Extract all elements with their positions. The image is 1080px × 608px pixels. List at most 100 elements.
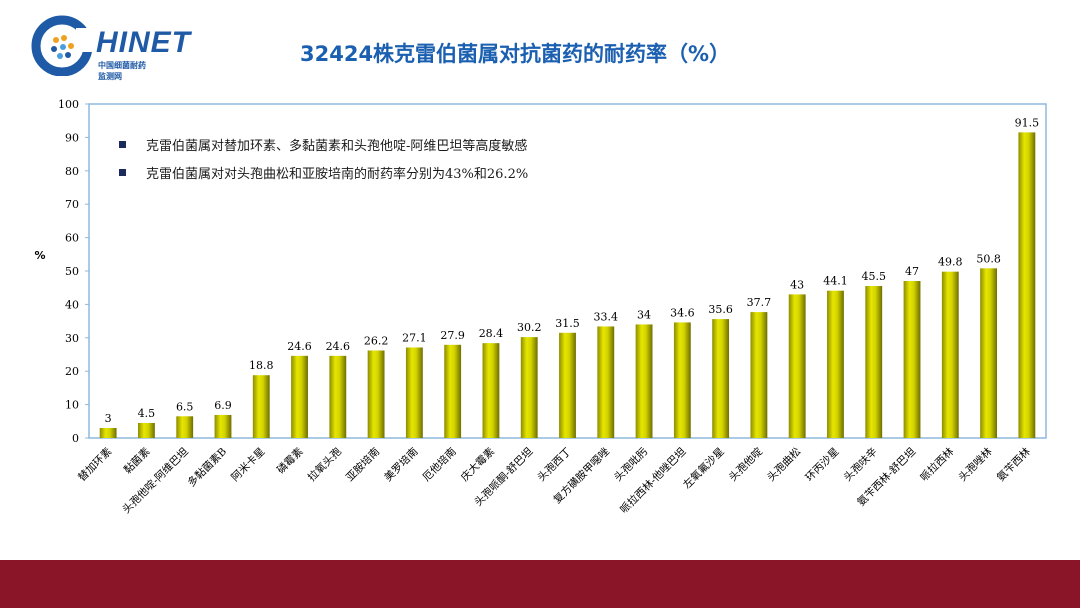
x-tick-label: 多黏菌素B: [185, 445, 230, 490]
y-tick-label: 0: [72, 432, 79, 445]
x-tick-label: 黏菌素: [121, 445, 152, 476]
bar-value-label: 24.6: [287, 340, 312, 353]
bar-value-label: 47: [905, 265, 919, 278]
bar: [865, 286, 883, 438]
bar-value-label: 31.5: [555, 317, 580, 330]
x-tick-label: 拉氧头孢: [305, 445, 344, 484]
x-tick-label: 磷霉素: [274, 445, 305, 476]
x-tick-label: 左氧氟沙星: [680, 445, 726, 491]
bar: [712, 319, 730, 438]
bar: [750, 312, 768, 438]
x-tick-label: 厄他培南: [420, 445, 459, 484]
y-tick-label: 30: [65, 332, 79, 345]
bar-value-label: 6.9: [214, 399, 232, 412]
bar: [444, 344, 462, 438]
x-tick-label: 头孢他啶: [726, 445, 765, 484]
bar-value-label: 50.8: [976, 252, 1001, 265]
bar-value-label: 28.4: [479, 327, 504, 340]
bar: [291, 355, 308, 438]
bar: [673, 322, 691, 438]
logo-subtitle: 中国细菌耐药: [98, 61, 146, 70]
y-tick-label: 40: [65, 298, 79, 311]
page-title: 32424株克雷伯菌属对抗菌药的耐药率（%）: [300, 42, 731, 66]
x-tick-label: 美罗培南: [382, 445, 421, 484]
bar-value-label: 4.5: [138, 407, 156, 420]
x-tick-label: 环丙沙星: [803, 446, 841, 484]
bar-value-label: 26.2: [364, 334, 389, 347]
bar-chart: 0 10 20 30 40 50 60 70 80 90 100 % 克雷伯菌属对替加环素、多黏菌素…: [34, 98, 1047, 516]
bar: [367, 350, 385, 438]
chinet-logo: HINET 中国细菌耐药 监测网: [30, 14, 191, 81]
bar: [329, 355, 347, 438]
note-bullet-2: [119, 169, 126, 176]
notes-box: 克雷伯菌属对替加环素、多黏菌素和头孢他啶-阿维巴坦等高度敏感 克雷伯菌属对对头孢…: [119, 138, 528, 182]
x-tick-label: 头孢曲松: [764, 445, 803, 484]
bar-value-label: 91.5: [1015, 116, 1040, 129]
bar-value-label: 6.5: [176, 400, 194, 413]
x-tick-label: 头孢他啶-阿维巴坦: [120, 445, 191, 516]
y-tick-label: 80: [65, 165, 79, 178]
x-tick-label: 头孢唑林: [956, 445, 995, 484]
bar: [405, 347, 423, 438]
bar-value-label: 30.2: [517, 321, 542, 334]
bar: [635, 324, 653, 438]
bar-value-label: 44.1: [823, 275, 848, 288]
bar: [980, 268, 998, 438]
bar-value-label: 24.6: [326, 340, 351, 353]
bar: [482, 343, 500, 438]
y-tick-label: 20: [65, 365, 79, 378]
bars: [99, 132, 1036, 438]
bar: [597, 326, 615, 438]
bar: [903, 281, 921, 438]
x-tick-label: 哌拉西林-他唑巴坦: [617, 445, 688, 516]
bar-value-label: 34: [637, 308, 651, 321]
bar: [252, 375, 270, 438]
logo-text: HINET: [96, 26, 191, 59]
bar: [99, 427, 117, 438]
bar-value-label: 27.9: [440, 329, 465, 342]
bar: [137, 422, 155, 438]
y-tick-label: 70: [65, 198, 79, 211]
bar: [520, 337, 538, 438]
logo-subtitle-2: 监测网: [98, 72, 122, 81]
bar: [559, 332, 576, 438]
bar: [214, 414, 232, 438]
note-bullet-1: [119, 141, 126, 148]
x-tick-label: 头孢吡肟: [612, 445, 651, 484]
y-tick-label: 100: [58, 98, 79, 111]
y-tick-label: 60: [65, 232, 79, 245]
bar: [941, 271, 959, 438]
y-axis: 0 10 20 30 40 50 60 70 80 90 100: [58, 98, 89, 445]
y-tick-label: 50: [65, 265, 79, 278]
x-tick-label: 哌拉西林: [918, 445, 957, 484]
x-tick-label: 头孢呋辛: [841, 445, 880, 484]
x-tick-label: 阿米卡星: [228, 445, 267, 484]
bar-value-label: 33.4: [594, 310, 619, 323]
bar-value-label: 3: [105, 412, 112, 425]
logo-globe-icon: [31, 15, 100, 76]
x-tick-label: 亚胺培南: [343, 445, 382, 484]
bar: [1018, 132, 1036, 438]
x-tick-label: 替加环素: [75, 445, 114, 484]
y-axis-label: %: [34, 249, 45, 262]
x-tick-label: 头孢西丁: [535, 446, 573, 484]
bar: [827, 290, 844, 438]
value-labels: 3 4.5 6.5 6.9 18.8 24.6 24.6 26.2 27.1 27.9 28.4 30…: [105, 116, 1039, 425]
y-tick-label: 10: [65, 399, 79, 412]
bar-value-label: 18.8: [249, 359, 274, 372]
footer-band: [0, 560, 1080, 608]
bar-value-label: 45.5: [861, 270, 886, 283]
bar-value-label: 27.1: [402, 331, 427, 344]
bar-value-label: 37.7: [747, 296, 772, 309]
bar: [176, 416, 194, 438]
x-tick-label: 庆大霉素: [458, 445, 497, 484]
bar-value-label: 34.6: [670, 306, 695, 319]
bar-value-label: 49.8: [938, 256, 963, 269]
note-1: 克雷伯菌属对替加环素、多黏菌素和头孢他啶-阿维巴坦等高度敏感: [146, 138, 527, 154]
bar-value-label: 43: [790, 278, 804, 291]
bar-value-label: 35.6: [708, 303, 733, 316]
note-2: 克雷伯菌属对对头孢曲松和亚胺培南的耐药率分别为43%和26.2%: [146, 166, 528, 182]
bar: [788, 294, 806, 438]
y-tick-label: 90: [65, 131, 79, 144]
